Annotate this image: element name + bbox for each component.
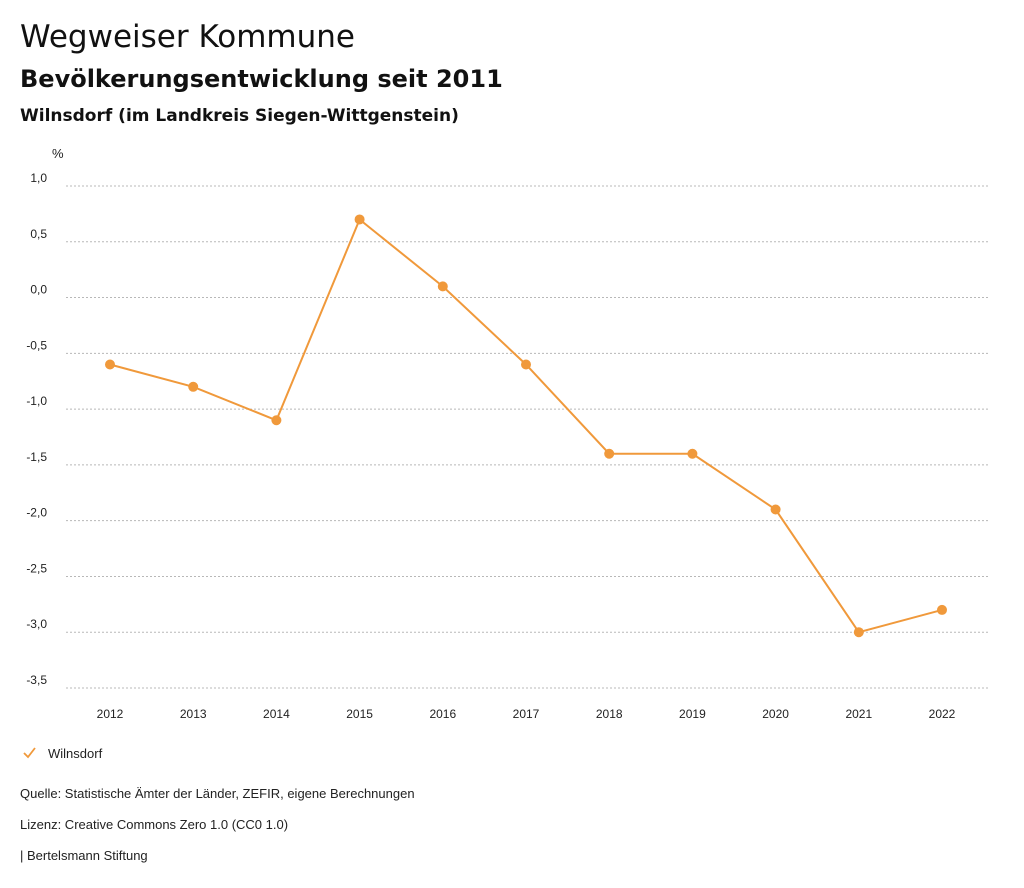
- y-tick-label: -0,5: [26, 338, 47, 352]
- x-tick-label: 2014: [263, 707, 290, 721]
- x-axis-ticks: 2012 2013 2014 2015 2016 2017 2018 2019 2020 2021…: [97, 707, 956, 721]
- x-tick-label: 2015: [346, 707, 373, 721]
- y-tick-label: 0,5: [30, 227, 47, 241]
- data-point-2014[interactable]: [271, 415, 282, 426]
- page-title: Wegweiser Kommune: [20, 19, 355, 55]
- y-axis-ticks: 1,0 0,5 0,0 -0,5 -1,0 -1,5 -2,0 -2,5 -3,0 -3,5: [26, 171, 47, 687]
- y-tick-label: 1,0: [30, 171, 47, 185]
- y-tick-label: -1,0: [26, 394, 47, 408]
- data-point-2018[interactable]: [604, 448, 615, 459]
- data-point-2015[interactable]: [354, 214, 365, 225]
- data-point-2016[interactable]: [437, 281, 448, 292]
- data-point-2013[interactable]: [188, 381, 199, 392]
- x-tick-label: 2019: [679, 707, 706, 721]
- data-point-2012[interactable]: [105, 359, 115, 370]
- x-tick-label: 2013: [180, 707, 207, 721]
- legend[interactable]: Wilnsdorf: [22, 745, 102, 761]
- legend-label: Wilnsdorf: [48, 745, 103, 761]
- data-point-2020[interactable]: [770, 504, 781, 515]
- y-tick-label: 0,0: [30, 283, 47, 297]
- series-wilnsdorf: [105, 214, 947, 638]
- grid-lines: [66, 185, 990, 689]
- y-tick-label: -3,0: [26, 617, 47, 631]
- data-point-2019[interactable]: [687, 448, 698, 459]
- x-tick-label: 2020: [762, 707, 789, 721]
- x-tick-label: 2016: [429, 707, 456, 721]
- y-tick-label: -2,5: [26, 561, 47, 575]
- x-tick-label: 2012: [97, 707, 124, 721]
- publisher-note: | Bertelsmann Stiftung: [20, 848, 148, 863]
- source-note: Quelle: Statistische Ämter der Länder, Z…: [20, 786, 415, 801]
- data-point-2022[interactable]: [937, 604, 947, 615]
- region-label: Wilnsdorf (im Landkreis Siegen-Wittgenst…: [20, 106, 459, 126]
- x-tick-label: 2018: [596, 707, 623, 721]
- chart-subtitle: Bevölkerungsentwicklung seit 2011: [20, 65, 503, 93]
- x-tick-label: 2022: [929, 707, 956, 721]
- y-tick-label: -3,5: [26, 673, 47, 687]
- y-tick-label: -2,0: [26, 506, 47, 520]
- y-tick-label: -1,5: [26, 450, 47, 464]
- series-line: [109, 217, 943, 634]
- x-tick-label: 2021: [845, 707, 872, 721]
- license-note: Lizenz: Creative Commons Zero 1.0 (CC0 1…: [20, 817, 289, 832]
- data-point-2021[interactable]: [853, 627, 864, 638]
- x-tick-label: 2017: [513, 707, 540, 721]
- check-icon: [23, 747, 36, 759]
- y-axis-unit-label: %: [52, 146, 64, 161]
- data-point-2017[interactable]: [521, 359, 531, 370]
